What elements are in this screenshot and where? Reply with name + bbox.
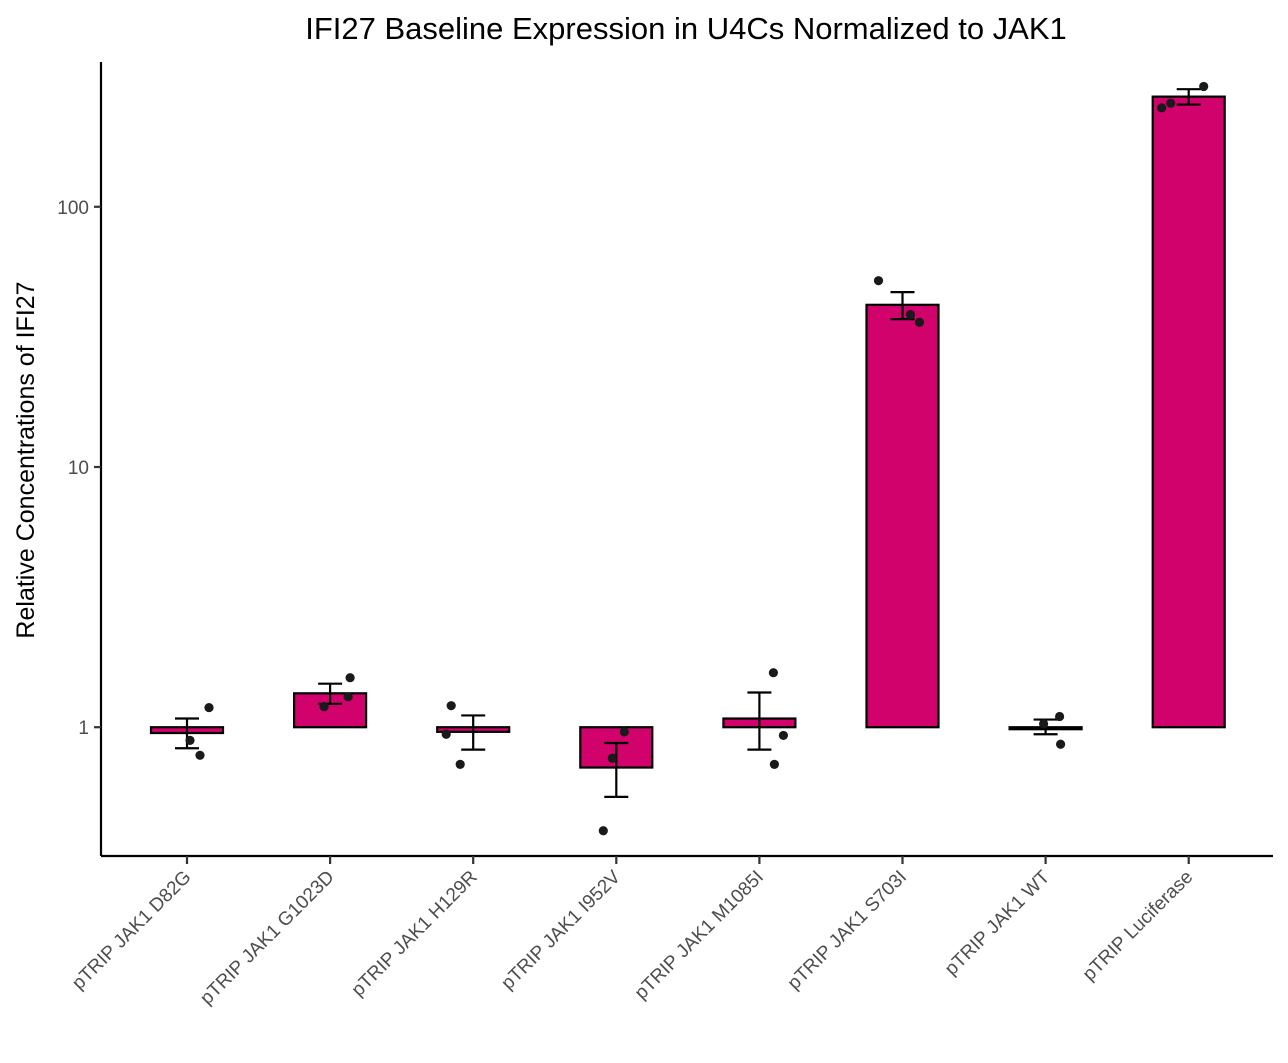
y-axis-label: Relative Concentrations of IFI27 <box>12 281 40 638</box>
data-point <box>1157 103 1167 113</box>
data-point <box>905 310 916 320</box>
data-point <box>1055 711 1065 722</box>
data-point <box>1166 98 1176 108</box>
chart-title: IFI27 Baseline Expression in U4Cs Normal… <box>305 11 1067 46</box>
data-point <box>1039 719 1049 729</box>
data-point <box>319 702 329 712</box>
x-tick-label: pTRIP JAK1 I952V <box>497 866 625 994</box>
x-tick-label: pTRIP JAK1 H129R <box>348 867 482 1001</box>
x-tick-label: pTRIP Luciferase <box>1079 867 1197 985</box>
y-tick-label: 1 <box>78 718 89 739</box>
x-tick-label: pTRIP JAK1 S703I <box>784 867 911 994</box>
data-point <box>446 701 456 711</box>
data-point <box>769 759 780 769</box>
data-point <box>607 753 617 763</box>
y-tick-label: 100 <box>57 198 89 219</box>
bar <box>865 303 940 729</box>
data-point <box>185 735 195 745</box>
data-point <box>619 727 629 737</box>
data-point <box>1199 81 1209 92</box>
x-tick-label: pTRIP JAK1 M1085I <box>631 867 768 1004</box>
data-point <box>343 692 353 702</box>
x-tick-label: pTRIP JAK1 D82G <box>68 867 195 994</box>
data-point <box>1056 739 1066 749</box>
bar <box>1151 95 1226 729</box>
data-point <box>778 730 789 741</box>
data-point <box>768 668 779 678</box>
data-point <box>914 317 925 327</box>
data-point <box>204 702 214 713</box>
x-tick-label: pTRIP JAK1 WT <box>941 866 1054 979</box>
y-tick-label: 10 <box>68 458 89 479</box>
data-point <box>455 759 465 769</box>
data-point <box>345 673 355 683</box>
data-point <box>441 729 451 739</box>
x-tick-label: pTRIP JAK1 G1023D <box>196 867 338 1009</box>
data-point <box>195 750 205 760</box>
data-point <box>598 826 608 836</box>
data-point <box>873 276 884 286</box>
